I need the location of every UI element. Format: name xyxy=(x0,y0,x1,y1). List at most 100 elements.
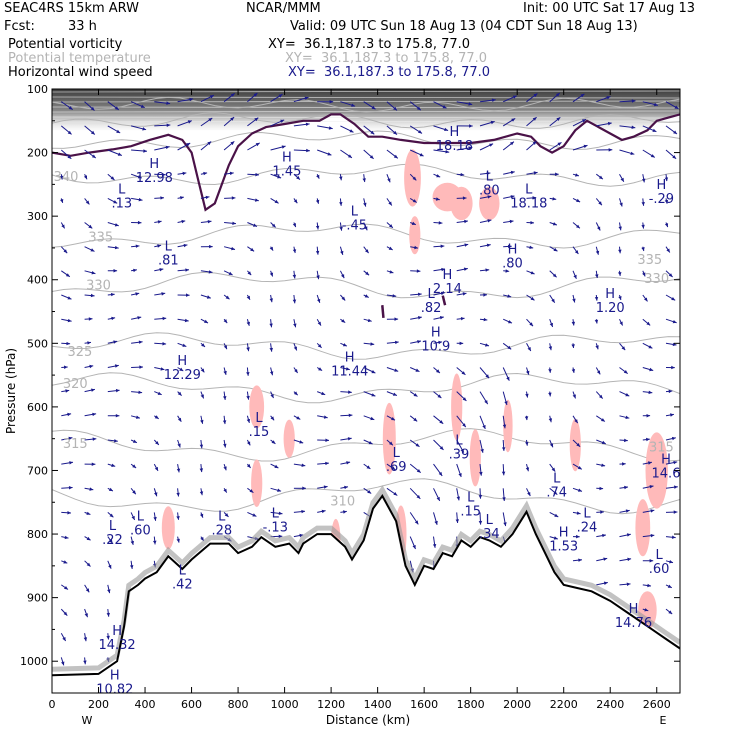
wind-arrowhead xyxy=(625,509,630,513)
wind-arrowhead xyxy=(580,93,585,98)
theta-label: 330 xyxy=(86,278,111,293)
wind-arrowhead xyxy=(622,462,626,466)
wind-arrowhead xyxy=(415,368,420,372)
wind-arrowhead xyxy=(351,103,356,107)
wind-arrowhead xyxy=(389,270,394,274)
extremum-letter: H xyxy=(431,325,441,340)
wind-arrowhead xyxy=(113,269,118,273)
wind-arrowhead xyxy=(480,448,484,453)
wind-arrowhead xyxy=(391,417,395,421)
wind-arrowhead xyxy=(673,130,677,134)
extremum-value: -.29 xyxy=(649,192,674,207)
wind-arrowhead xyxy=(641,247,645,251)
wind-arrowhead xyxy=(664,223,669,228)
theta-label: 320 xyxy=(63,377,88,392)
plot-frame xyxy=(51,88,681,694)
wind-arrowhead xyxy=(393,492,398,496)
wind-arrowhead xyxy=(389,441,393,446)
wind-arrowhead xyxy=(348,413,353,417)
wind-arrowhead xyxy=(347,437,352,441)
wind-arrowhead xyxy=(526,370,530,375)
wind-arrowhead xyxy=(502,497,506,501)
wind-arrowhead xyxy=(301,463,306,467)
wind-arrowhead xyxy=(246,464,251,468)
center-label: NCAR/MMM xyxy=(246,1,321,16)
x-tick-label: 2600 xyxy=(643,698,671,711)
wind-arrowhead xyxy=(462,397,467,401)
extremum-value: .39 xyxy=(449,447,470,462)
wind-arrowhead xyxy=(648,390,653,395)
wind-arrowhead xyxy=(155,441,159,445)
wind-arrowhead xyxy=(293,323,297,328)
wind-arrowhead xyxy=(183,243,188,248)
wind-arrowhead xyxy=(230,93,235,97)
shading-streak xyxy=(52,90,680,93)
wind-arrowhead xyxy=(434,520,438,525)
y-tick-label: 900 xyxy=(27,592,48,605)
wind-arrowhead xyxy=(504,401,508,405)
wind-arrowhead xyxy=(200,368,205,373)
extremum-value: 14.6 xyxy=(652,467,681,482)
wind-arrowhead xyxy=(207,220,212,224)
wind-arrowhead xyxy=(600,510,604,514)
wind-arrowhead xyxy=(341,319,346,323)
wind-arrowhead xyxy=(180,196,184,200)
wind-arrowhead xyxy=(669,560,673,564)
wind-arrowhead xyxy=(246,395,250,400)
wind-arrowhead xyxy=(646,321,651,326)
wind-arrowhead xyxy=(200,536,204,541)
wind-arrowhead xyxy=(648,345,653,349)
wind-arrowhead xyxy=(527,492,531,496)
wind-arrowhead xyxy=(368,441,373,445)
wind-arrowhead xyxy=(485,374,490,379)
wind-arrowhead xyxy=(548,369,552,373)
theta-label: 325 xyxy=(67,345,92,360)
wind-arrowhead xyxy=(301,509,305,514)
wind-arrowhead xyxy=(90,130,95,135)
extremum-value: .81 xyxy=(158,254,179,269)
extremum-value: 12.29 xyxy=(164,368,201,383)
wind-arrowhead xyxy=(674,485,678,489)
x-tick-label: 400 xyxy=(135,698,156,711)
field-wind-name: Horizontal wind speed xyxy=(8,65,153,80)
wind-arrowhead xyxy=(440,244,445,248)
extremum-value: 12.98 xyxy=(136,171,173,186)
wind-arrowhead xyxy=(438,340,443,345)
wind-arrowhead xyxy=(666,248,670,253)
wind-arrowhead xyxy=(462,196,467,200)
wind-arrowhead xyxy=(246,295,250,300)
wind-arrowhead xyxy=(222,420,227,425)
wind-arrowhead xyxy=(364,294,369,298)
wind-arrowhead xyxy=(551,467,556,472)
wind-arrowhead xyxy=(185,268,189,272)
wind-arrowhead xyxy=(162,342,167,346)
wind-arrowhead xyxy=(277,488,282,492)
wind-arrowhead xyxy=(462,423,466,428)
wind-arrowhead xyxy=(60,199,64,203)
wind-arrowhead xyxy=(114,364,119,368)
wind-arrowhead xyxy=(154,466,158,471)
wind-arrowhead xyxy=(597,226,601,231)
wind-arrowhead xyxy=(59,175,64,180)
field-theta-name: Potential temperature xyxy=(8,51,151,66)
wind-arrowhead xyxy=(552,222,557,226)
x-tick-label: 200 xyxy=(88,698,109,711)
wind-arrowhead xyxy=(114,439,118,443)
wind-arrowhead xyxy=(157,391,162,395)
wind-arrowhead xyxy=(371,105,376,110)
wind-arrowhead xyxy=(346,461,351,465)
wind-arrowhead xyxy=(250,247,255,252)
wind-arrowhead xyxy=(223,443,227,448)
wind-arrowhead xyxy=(572,298,576,303)
wind-arrowhead xyxy=(387,178,391,183)
wind-arrowhead xyxy=(578,558,582,562)
wind-arrowhead xyxy=(138,390,143,394)
wind-arrowhead xyxy=(278,511,283,515)
wind-arrowhead xyxy=(270,416,275,421)
wind-arrowhead xyxy=(607,121,612,126)
extremum-letter: L xyxy=(109,519,117,534)
wind-arrowhead xyxy=(204,319,208,323)
wind-arrowhead xyxy=(468,146,473,150)
wind-arrowhead xyxy=(438,471,443,476)
wind-arrowhead xyxy=(162,316,167,321)
